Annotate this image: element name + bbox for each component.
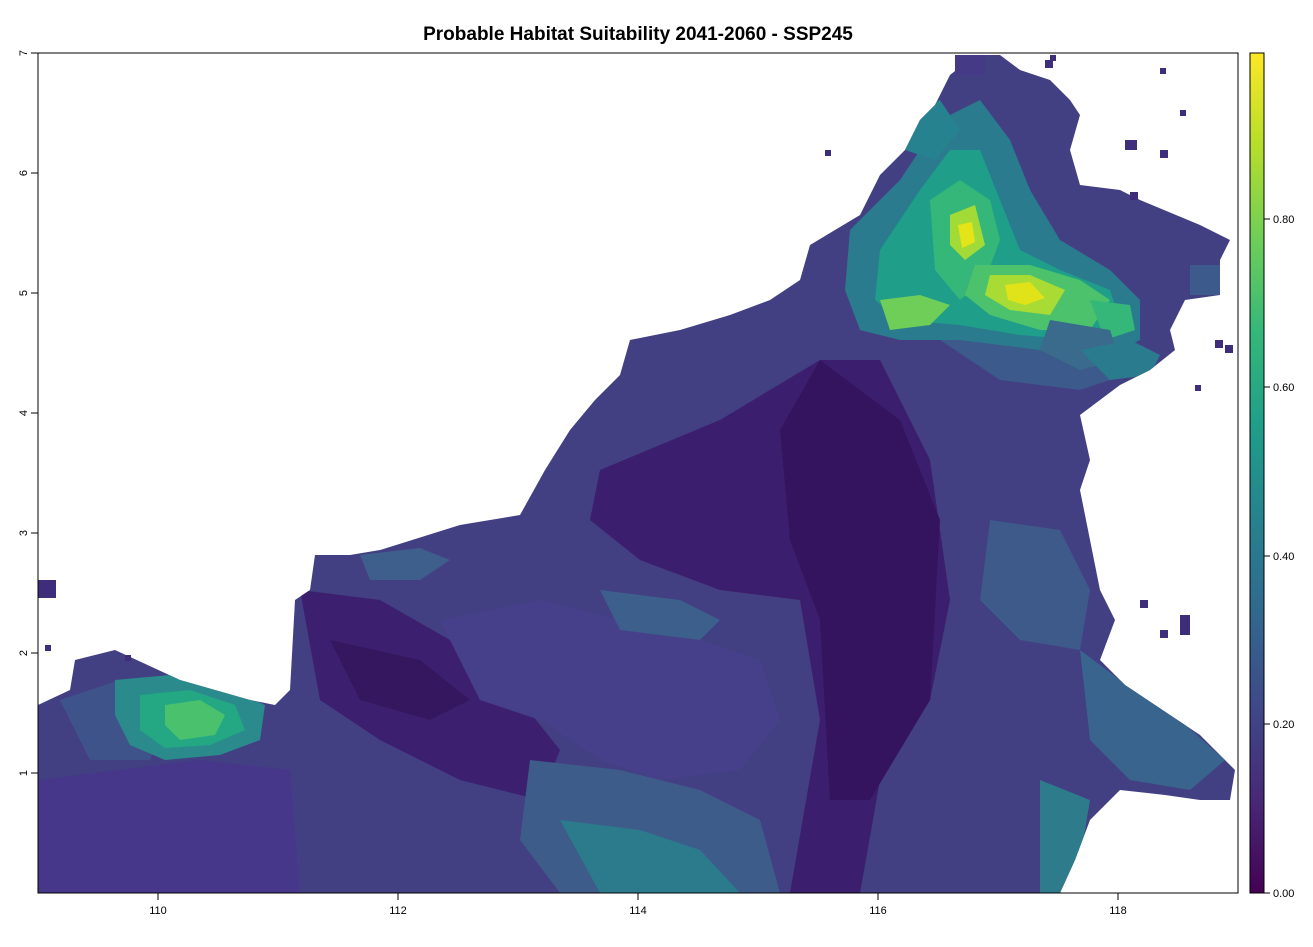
colorbar-tick-label: 0.80 — [1273, 214, 1294, 226]
y-tick-label: 5 — [18, 290, 30, 296]
y-tick-label: 4 — [18, 410, 30, 416]
map-title: Probable Habitat Suitability 2041-2060 -… — [423, 24, 853, 45]
y-tick-label: 2 — [18, 650, 30, 656]
colorbar-tick-label: 0.40 — [1273, 551, 1294, 563]
y-tick-label: 6 — [18, 170, 30, 176]
y-tick-label: 7 — [18, 50, 30, 56]
y-axis: 1 2 3 4 5 6 7 — [18, 50, 38, 776]
x-tick-label: 110 — [149, 905, 167, 917]
y-tick-label: 1 — [18, 770, 30, 776]
x-axis: 110 112 114 116 118 — [149, 893, 1127, 917]
colorbar-legend: 0.00 0.20 0.40 0.60 0.80 — [1249, 52, 1294, 900]
x-tick-label: 112 — [389, 905, 407, 917]
colorbar-tick-label: 0.60 — [1273, 382, 1294, 394]
suitability-raster — [38, 55, 1235, 893]
x-tick-label: 114 — [629, 905, 647, 917]
colorbar-tick-label: 0.20 — [1273, 719, 1294, 731]
x-tick-label: 118 — [1109, 905, 1127, 917]
colorbar-tick-label: 0.00 — [1273, 888, 1294, 900]
x-tick-label: 116 — [869, 905, 887, 917]
colorbar — [1249, 52, 1265, 894]
y-tick-label: 3 — [18, 530, 30, 536]
